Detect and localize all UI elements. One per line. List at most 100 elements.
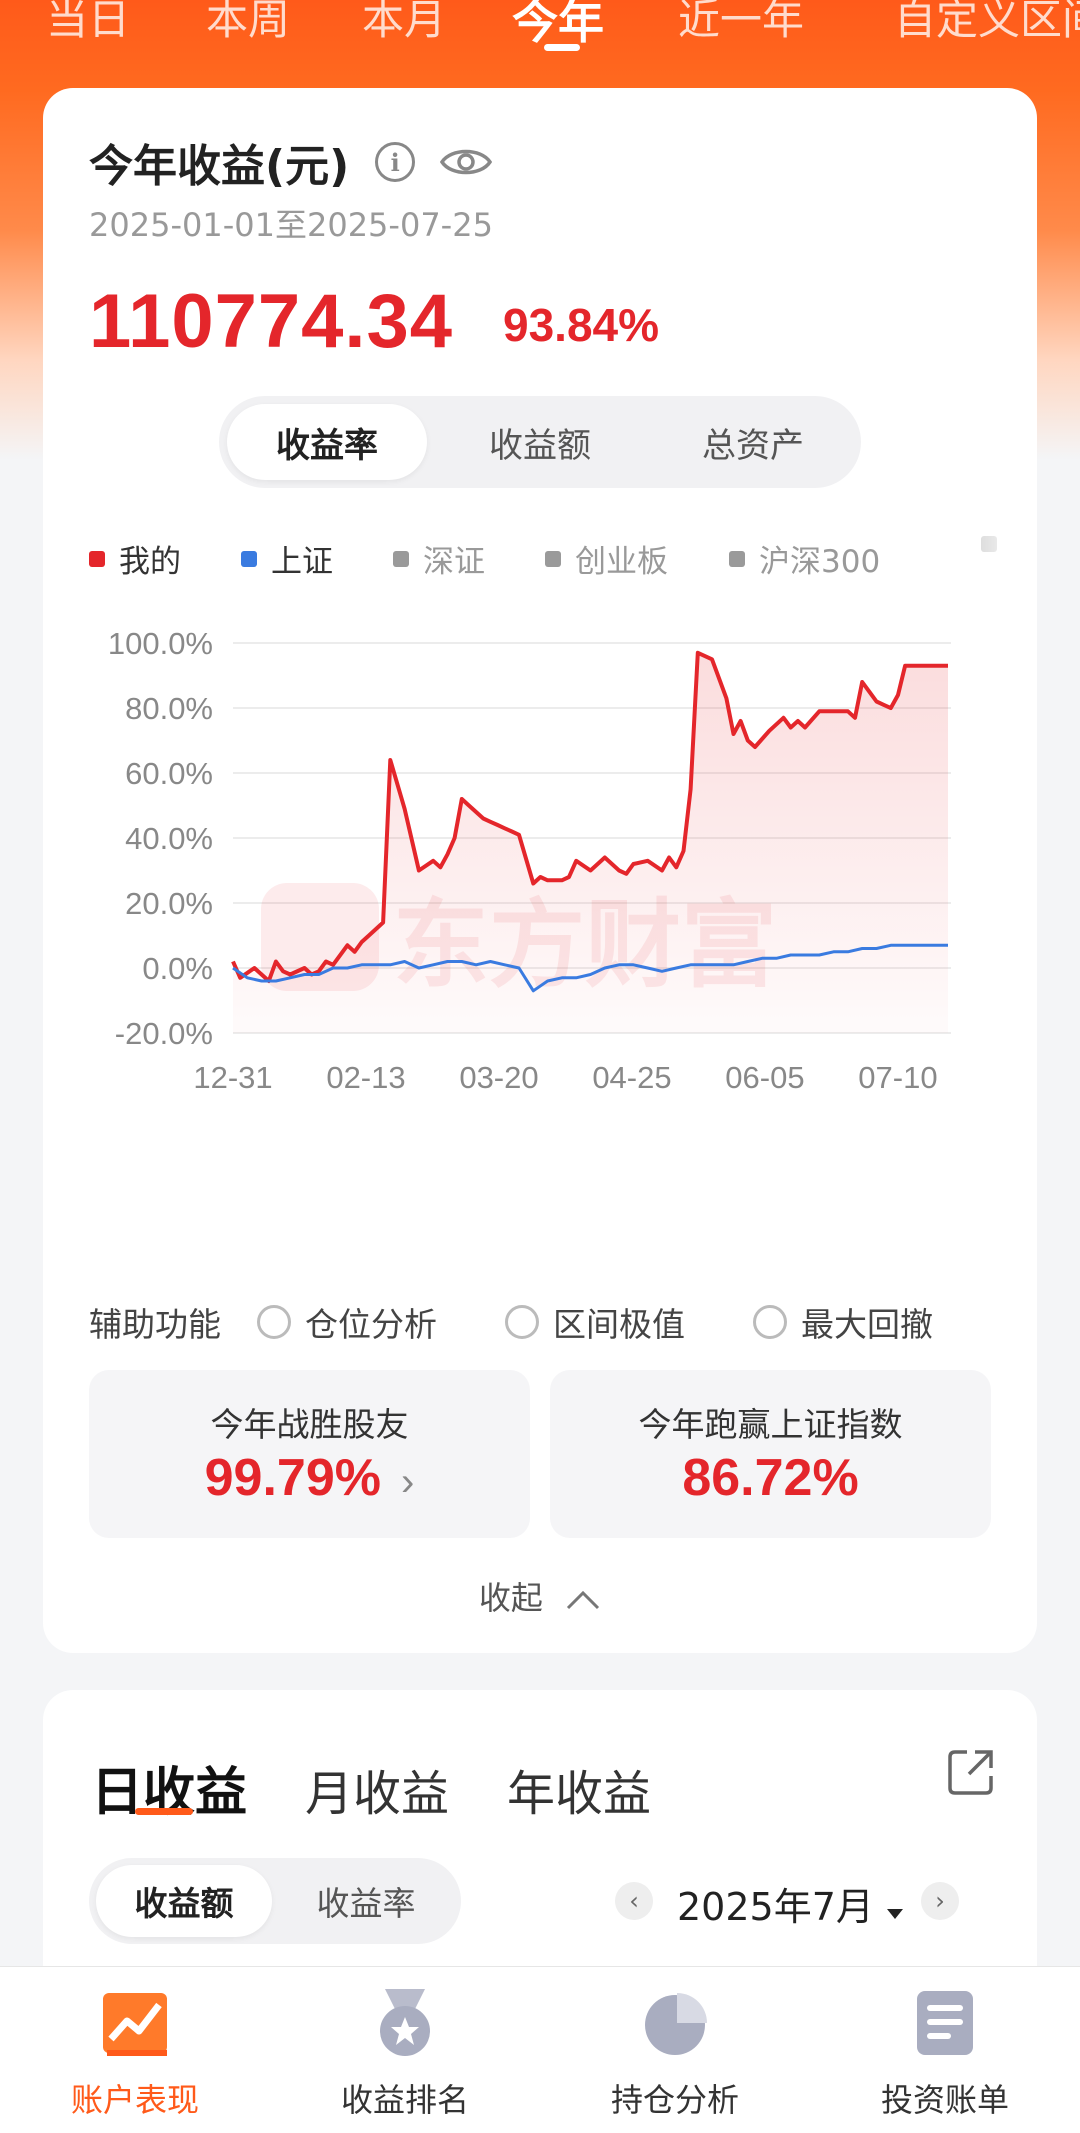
yearly-income-card: 今年收益(元) i 2025-01-01至2025-07-25 110774.3… xyxy=(43,88,1037,1653)
income-metric-control: 收益额 收益率 xyxy=(89,1858,461,1944)
income-tab-indicator xyxy=(135,1808,193,1815)
collapse-button[interactable]: 收起 xyxy=(43,1573,1037,1619)
collapse-label: 收起 xyxy=(478,1579,543,1617)
legend-swatch xyxy=(545,550,561,567)
option-label: 仓位分析 xyxy=(305,1305,437,1344)
nav-holdings-analysis[interactable]: 持仓分析 xyxy=(540,1967,810,2133)
radio-icon xyxy=(753,1305,787,1339)
legend-fade xyxy=(959,536,1029,596)
eye-icon[interactable] xyxy=(439,142,493,182)
tab-today[interactable]: 当日 xyxy=(46,0,131,44)
stat-label: 今年战胜股友 xyxy=(210,1405,409,1444)
y-tick-label: -20.0% xyxy=(115,1016,213,1051)
next-month-button[interactable]: › xyxy=(921,1882,959,1920)
legend-chinext[interactable]: 创业板 xyxy=(545,536,668,581)
tab-income-rate[interactable]: 收益率 xyxy=(316,1884,416,1923)
legend-swatch xyxy=(241,550,257,567)
tab-return-rate[interactable]: 收益率 xyxy=(227,404,427,480)
nav-investment-bill[interactable]: 投资账单 xyxy=(810,1967,1080,2133)
legend-shanghai[interactable]: 上证 xyxy=(241,536,333,581)
pie-chart-icon xyxy=(645,1993,707,2055)
nav-label: 持仓分析 xyxy=(610,2081,739,2119)
nav-account-performance[interactable]: 账户表现 xyxy=(0,1967,270,2133)
bottom-navigation: 账户表现 收益排名 持仓分析 投资账单 xyxy=(0,1966,1080,2133)
date-range: 2025-01-01至2025-07-25 xyxy=(89,206,493,244)
income-percent: 93.84% xyxy=(503,299,660,351)
aux-functions: 辅助功能 仓位分析 区间极值 最大回撤 xyxy=(89,1298,1001,1346)
tab-yearly-income[interactable]: 年收益 xyxy=(507,1766,652,1822)
legend-csi300[interactable]: 沪深300 xyxy=(729,536,880,581)
y-tick-label: 40.0% xyxy=(125,821,213,856)
option-position-analysis[interactable]: 仓位分析 xyxy=(257,1298,437,1346)
radio-icon xyxy=(505,1305,539,1339)
x-tick-label: 04-25 xyxy=(592,1060,671,1095)
legend-shenzhen[interactable]: 深证 xyxy=(393,536,485,581)
legend-swatch xyxy=(89,550,105,567)
aux-label: 辅助功能 xyxy=(89,1305,221,1344)
beat-peers-stat[interactable]: 今年战胜股友 99.79% › xyxy=(89,1370,530,1538)
x-tick-label: 12-31 xyxy=(193,1060,272,1095)
tab-past-year[interactable]: 近一年 xyxy=(678,0,805,44)
tab-custom-range[interactable]: 自定义区间 xyxy=(894,0,1080,44)
metric-segmented-control: 收益率 收益额 总资产 xyxy=(219,396,861,488)
prev-month-button[interactable]: ‹ xyxy=(615,1882,653,1920)
nav-label: 收益排名 xyxy=(340,2081,469,2119)
document-icon xyxy=(917,1991,973,2055)
stat-value: 99.79% xyxy=(204,1449,382,1507)
caret-down-icon xyxy=(886,1909,903,1919)
tab-total-assets[interactable]: 总资产 xyxy=(702,425,804,466)
series-area-mine xyxy=(233,652,948,1033)
share-icon[interactable] xyxy=(945,1746,997,1798)
y-tick-label: 0.0% xyxy=(142,951,213,986)
tab-this-month[interactable]: 本月 xyxy=(362,0,447,44)
beat-index-stat: 今年跑赢上证指数 86.72% xyxy=(550,1370,991,1538)
tab-this-year[interactable]: 今年 xyxy=(512,0,604,49)
legend-label: 创业板 xyxy=(575,544,668,580)
active-tab-indicator xyxy=(544,44,580,51)
tab-income-amount[interactable]: 收益额 xyxy=(96,1865,272,1937)
x-tick-label: 06-05 xyxy=(725,1060,804,1095)
tab-return-amount[interactable]: 收益额 xyxy=(489,425,591,466)
chart-trend-icon xyxy=(103,1993,167,2056)
legend-swatch xyxy=(729,550,745,567)
tab-monthly-income[interactable]: 月收益 xyxy=(305,1766,450,1822)
legend-swatch xyxy=(393,550,409,567)
stat-value: 86.72% xyxy=(682,1449,859,1507)
y-tick-label: 100.0% xyxy=(108,626,213,661)
stat-label: 今年跑赢上证指数 xyxy=(638,1405,903,1444)
series-line-shanghai xyxy=(232,943,948,993)
nav-income-ranking[interactable]: 收益排名 xyxy=(270,1967,540,2133)
nav-label: 投资账单 xyxy=(880,2081,1009,2119)
stat-value-wrap: 99.79% › xyxy=(89,1448,530,1508)
legend-mine[interactable]: 我的 xyxy=(89,536,181,581)
income-title: 今年收益(元) xyxy=(89,141,350,192)
option-max-drawdown[interactable]: 最大回撤 xyxy=(753,1298,933,1346)
series-line-mine xyxy=(231,650,948,983)
option-label: 最大回撤 xyxy=(801,1305,933,1344)
month-selector: ‹ 2025年7月 › xyxy=(615,1868,995,1934)
income-tabs: 日收益 月收益 年收益 xyxy=(91,1750,709,1825)
tab-this-week[interactable]: 本周 xyxy=(206,0,291,44)
x-tick-label: 07-10 xyxy=(858,1060,937,1095)
period-tabs: 当日 本周 本月 今年 近一年 自定义区间 xyxy=(0,0,1080,80)
medal-icon xyxy=(380,1989,430,2056)
info-icon[interactable]: i xyxy=(375,142,416,182)
nav-label: 账户表现 xyxy=(70,2081,199,2119)
radio-icon xyxy=(257,1305,291,1339)
legend-label: 我的 xyxy=(119,544,181,580)
month-dropdown[interactable]: 2025年7月 xyxy=(677,1876,904,1931)
option-range-extremes[interactable]: 区间极值 xyxy=(505,1298,685,1346)
legend-label: 上证 xyxy=(271,544,333,580)
income-amount: 110774.34 xyxy=(89,279,454,364)
x-tick-label: 02-13 xyxy=(326,1060,405,1095)
legend-label: 深证 xyxy=(423,544,485,580)
y-tick-label: 20.0% xyxy=(125,886,213,921)
return-chart[interactable]: 100.0%80.0%60.0%40.0%20.0%0.0%-20.0%东方财富… xyxy=(43,88,1037,1248)
y-tick-label: 60.0% xyxy=(125,756,213,791)
month-label: 2025年7月 xyxy=(677,1885,874,1929)
chart-legend: 我的 上证 深证 创业板 沪深300 xyxy=(89,536,1029,596)
option-label: 区间极值 xyxy=(553,1305,685,1344)
y-tick-label: 80.0% xyxy=(125,691,213,726)
x-tick-label: 03-20 xyxy=(459,1060,538,1095)
chevron-up-icon xyxy=(567,1590,600,1610)
